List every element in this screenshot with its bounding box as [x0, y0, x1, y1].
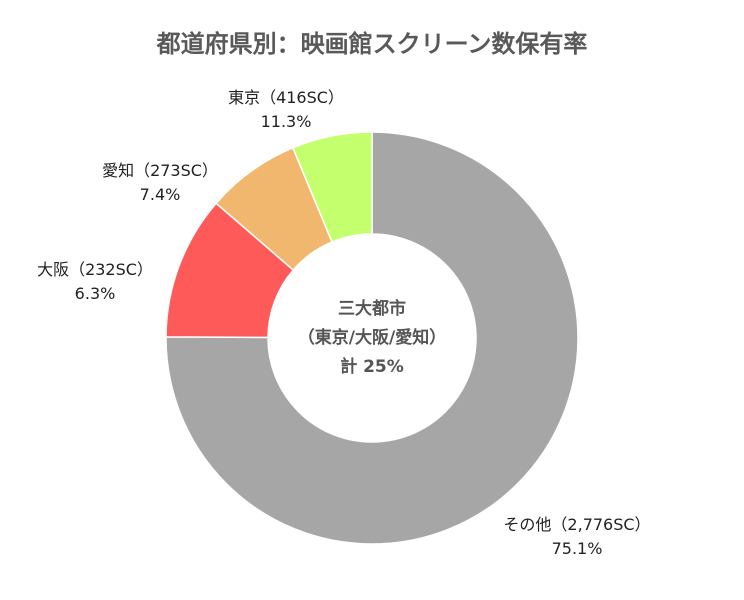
labels-group: その他（2,776SC） 75.1% 東京（416SC） 11.3% 愛知（273SC）… — [37, 88, 651, 558]
slices-group — [165, 131, 579, 545]
slice-percent-0: 75.1% — [552, 539, 603, 558]
donut-slice-3 — [291, 131, 373, 243]
slice-label-2: 愛知（273SC） — [102, 161, 218, 180]
slice-label-1: 東京（416SC） — [228, 88, 344, 107]
center-label-line-2: （東京/大阪/愛知） — [298, 327, 446, 348]
slice-percent-3: 6.3% — [75, 284, 116, 303]
center-label-line-1: 三大都市 — [338, 298, 406, 319]
slice-percent-1: 11.3% — [261, 112, 312, 131]
slice-percent-2: 7.4% — [140, 185, 181, 204]
slice-label-0: その他（2,776SC） — [503, 515, 650, 534]
center-group: 三大都市 （東京/大阪/愛知） 計 25% — [298, 298, 446, 377]
slice-label-3: 大阪（232SC） — [37, 260, 153, 279]
center-label-line-3: 計 25% — [340, 356, 404, 377]
chart-title: 都道府県別：映画館スクリーン数保有率 — [156, 30, 588, 58]
donut-slice-0 — [165, 131, 579, 545]
